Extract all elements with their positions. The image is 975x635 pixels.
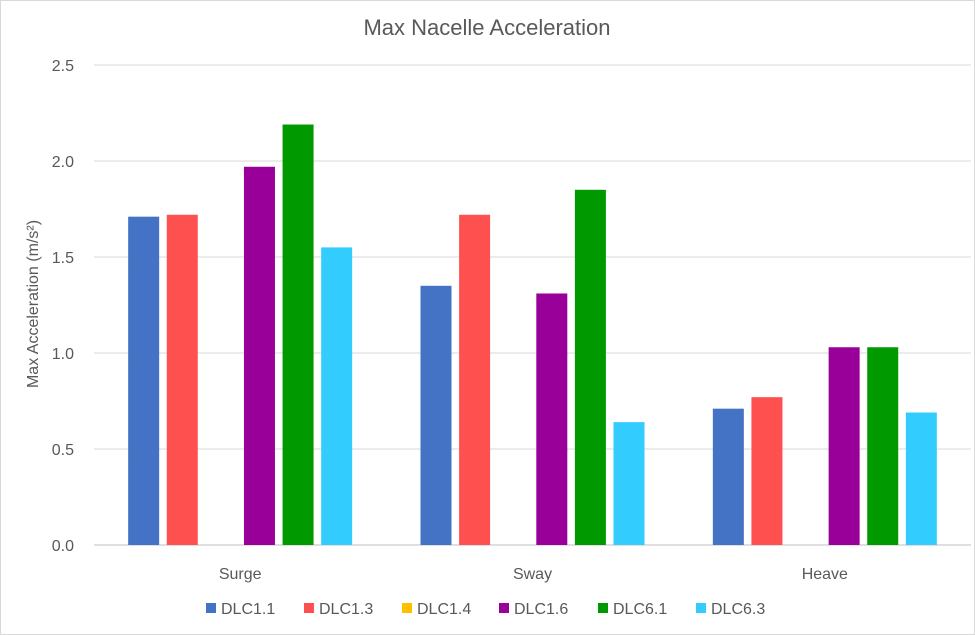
bar-dlc1-3-surge	[166, 214, 198, 545]
gridlines	[94, 64, 971, 546]
bars	[128, 124, 937, 546]
y-tick-label: 0.0	[52, 538, 74, 555]
legend-swatch	[499, 603, 509, 613]
legend-label: DLC1.6	[514, 601, 568, 618]
legend-swatch	[402, 603, 412, 613]
legend-label: DLC1.4	[417, 601, 471, 618]
bar-dlc1-6-surge	[243, 166, 275, 545]
y-tick-label: 2.0	[52, 154, 74, 171]
legend: DLC1.1 DLC1.3 DLC1.4 DLC1.6 DLC6.1 DLC6.3	[206, 601, 765, 618]
y-tick-label: 2.5	[52, 58, 74, 75]
bar-dlc6-1-sway	[574, 189, 606, 546]
y-tick-labels: 0.0 0.5 1.0 1.5 2.0 2.5	[52, 58, 74, 555]
category-label: Sway	[513, 566, 552, 583]
bar-dlc6-3-sway	[613, 422, 645, 545]
legend-swatch	[304, 603, 314, 613]
bar-dlc1-6-heave	[828, 347, 860, 545]
bar-dlc6-1-heave	[867, 347, 899, 545]
legend-swatch	[206, 603, 216, 613]
bar-dlc1-1-heave	[712, 408, 744, 545]
bar-dlc1-3-heave	[751, 397, 783, 545]
category-label: Heave	[802, 566, 848, 583]
legend-label: DLC6.1	[613, 601, 667, 618]
bar-dlc1-1-surge	[128, 216, 160, 545]
chart-title: Max Nacelle Acceleration	[363, 15, 610, 40]
legend-label: DLC1.1	[221, 601, 275, 618]
bar-dlc6-3-heave	[905, 412, 937, 545]
bar-dlc1-1-sway	[420, 285, 452, 545]
y-tick-label: 0.5	[52, 442, 74, 459]
y-axis-label: Max Acceleration (m/s²)	[25, 220, 42, 388]
bar-dlc1-3-sway	[459, 214, 491, 545]
bar-dlc6-3-surge	[321, 247, 353, 545]
legend-label: DLC1.3	[319, 601, 373, 618]
category-label: Surge	[219, 566, 262, 583]
y-tick-label: 1.0	[52, 346, 74, 363]
legend-swatch	[696, 603, 706, 613]
bar-dlc1-6-sway	[536, 293, 568, 545]
y-tick-label: 1.5	[52, 250, 74, 267]
category-labels: Surge Sway Heave	[219, 566, 848, 583]
legend-label: DLC6.3	[711, 601, 765, 618]
legend-swatch	[598, 603, 608, 613]
bar-dlc6-1-surge	[282, 124, 314, 546]
